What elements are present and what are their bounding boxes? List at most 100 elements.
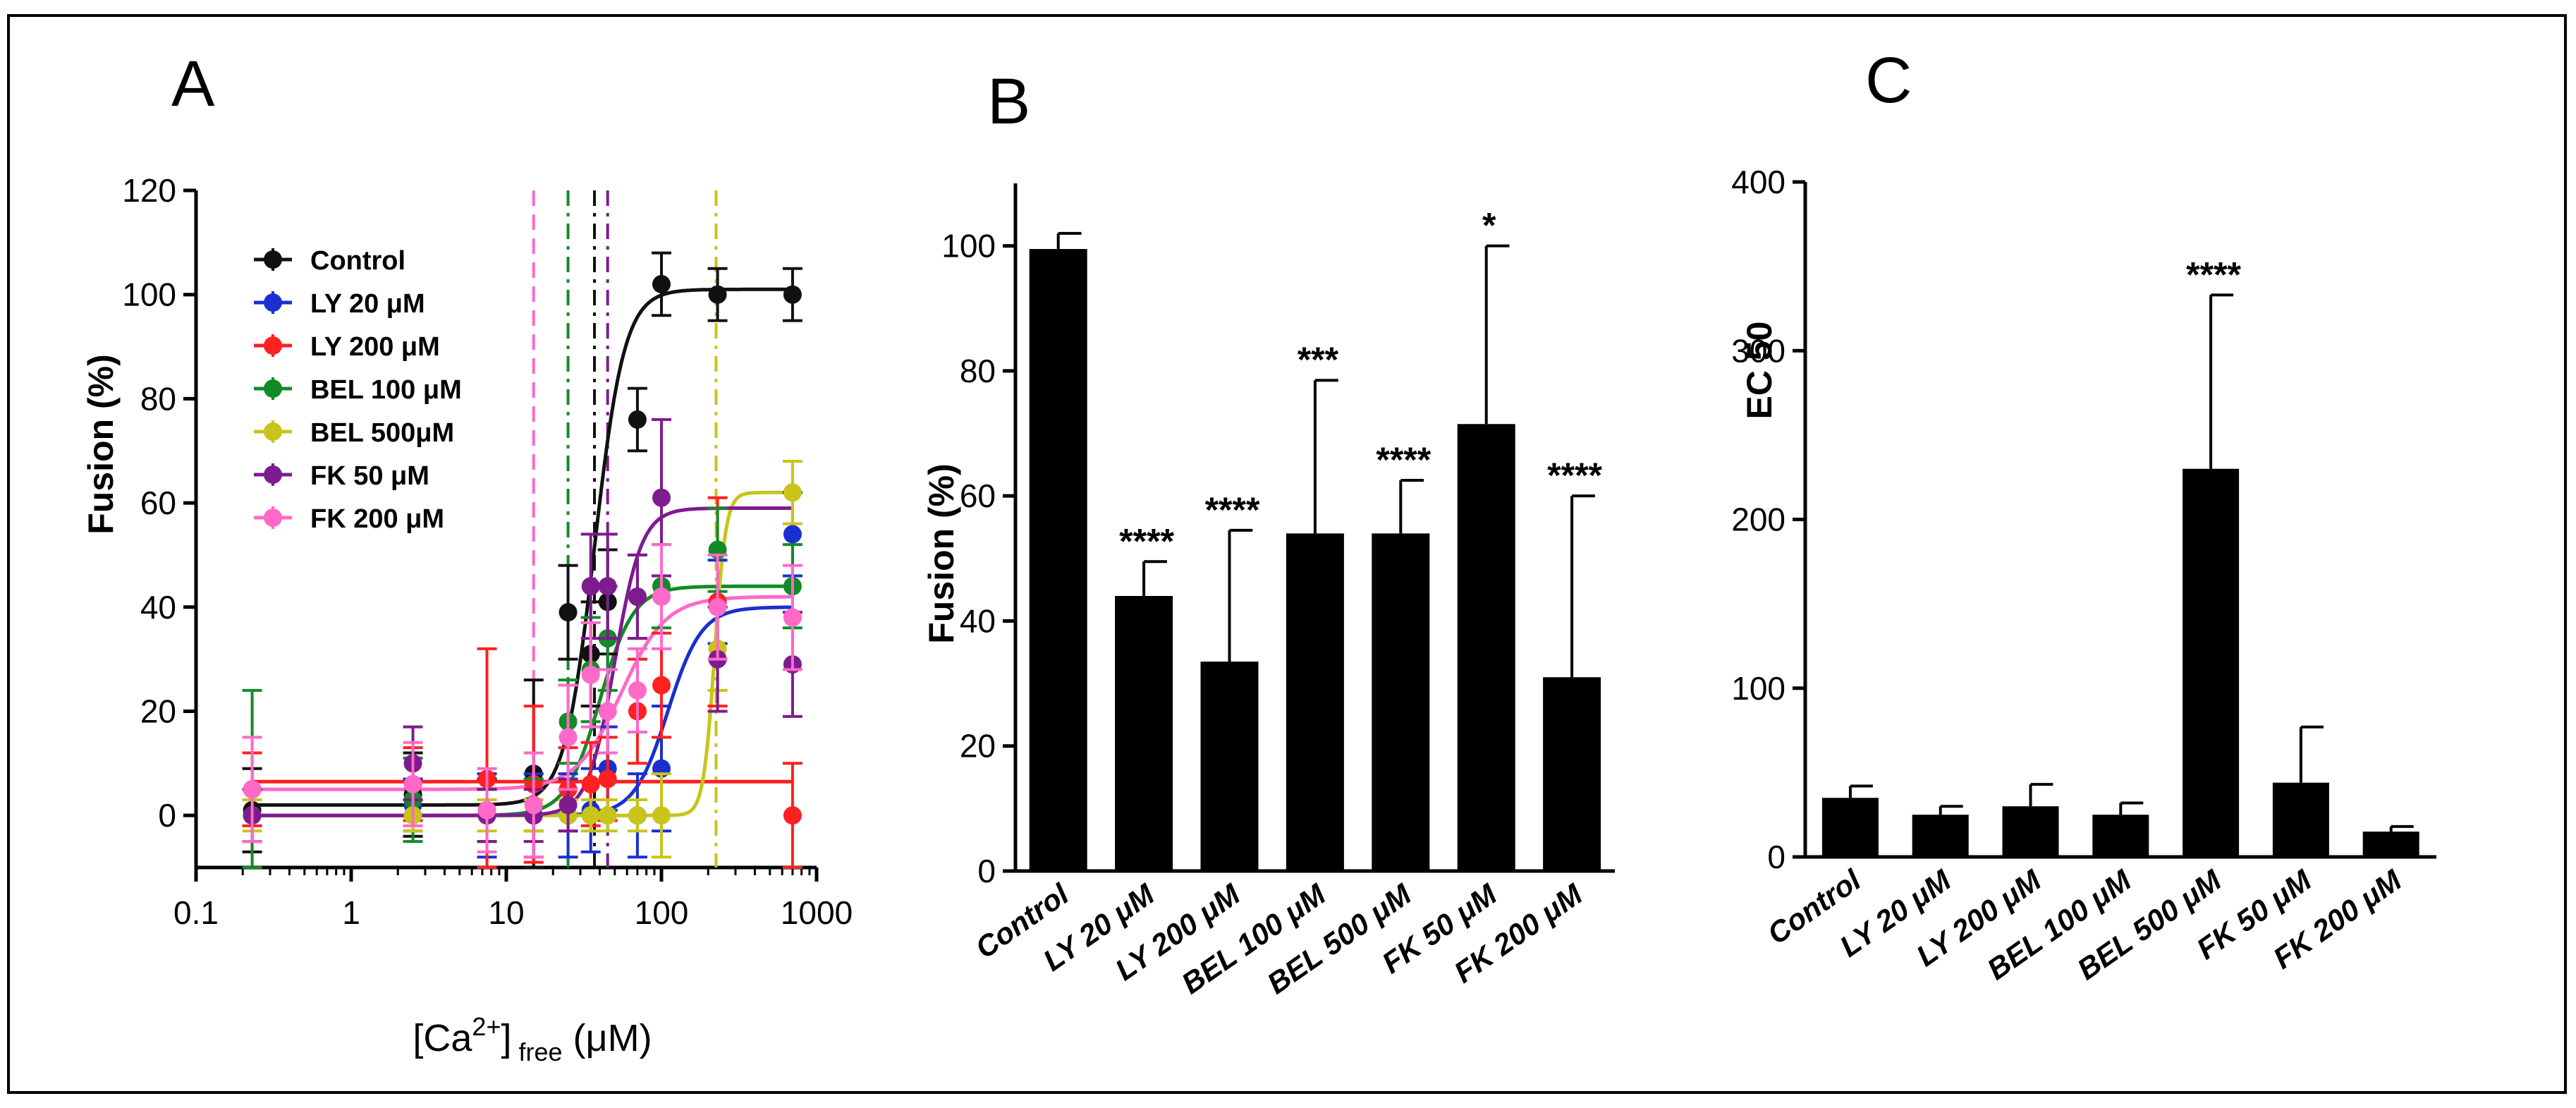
significance-ly-20-um: **** [1119,521,1174,561]
legend-label-bel-500um: BEL 500μM [310,418,454,448]
fit-curve-control [252,287,793,807]
panel-a-x-tick-label: 1000 [781,894,853,931]
legend-label-control: Control [310,246,405,276]
panel-letter-b: B [987,66,1030,138]
data-point-fk-200-um [581,665,600,684]
bar-ly-20-um [1912,815,1969,857]
bar-bel-500-um [1372,533,1430,871]
panel-a-y-tick-label: 40 [140,589,176,626]
data-point-fk-50-um [598,577,617,596]
x-title-bracket: ] [501,1017,511,1059]
data-point-fk-200-um [403,774,422,793]
data-point-fk-50-um [581,577,600,596]
legend-label-bel-100-um: BEL 100 μM [310,375,462,405]
fit-curve-fk-200-um [252,595,793,791]
panel-letter-c: C [1865,44,1912,116]
data-point-control [652,274,671,293]
significance-ly-200-um: **** [1205,490,1260,530]
data-point-bel-500um [628,806,647,825]
panel-a-y-tick-label: 120 [122,172,176,209]
data-point-fk-200-um [652,588,671,606]
data-point-fk-200-um [628,681,647,700]
panel-a-x-tick-label: 1 [342,894,360,931]
data-point-fk-200-um [524,796,543,815]
bar-ly-20-um [1115,596,1173,871]
panel-a-x-tick-label: 100 [635,894,689,931]
panel-c-y-axis-title: EC 50 [1740,322,1779,420]
panel-a-y-tick-label: 80 [140,380,176,417]
significance-bel-500-um: **** [1376,440,1431,480]
bar-fk-50-um [1457,424,1515,871]
x-title-superscript: 2+ [472,1012,501,1041]
panel-b-y-axis-title: Fusion (%) [922,463,961,644]
bar-bel-100-um [1286,533,1344,871]
panel-c-y-tick-label: 200 [1731,501,1786,538]
legend-marker-fk-50-um [264,465,282,484]
legend-label-fk-50-um: FK 50 μM [310,461,429,491]
data-point-fk-200-um [783,608,802,627]
data-point-ly-200-um [783,806,802,825]
panel-a: A Fusion (%) [Ca2+] free (μM) 02040608010… [81,48,853,1066]
legend-label-ly-200-um: LY 200 μM [310,332,440,362]
category-label-bel-100-um: BEL 100 μM [1176,877,1332,1000]
data-point-bel-500um [598,806,617,825]
panel-a-x-tick-label: 10 [488,894,524,931]
panel-a-x-tick-label: 0.1 [173,894,219,931]
data-point-fk-50-um [628,588,647,606]
data-point-control [708,285,727,304]
bar-fk-200-um [1543,677,1601,871]
panel-a-x-axis-title: [Ca2+] free (μM) [413,1012,652,1066]
panel-b-y-tick-label: 60 [960,477,996,514]
panel-a-y-tick-label: 20 [140,693,176,729]
legend-marker-control [264,250,282,269]
panel-b-y-tick-label: 100 [941,228,996,264]
data-point-ly-20-um [783,525,802,544]
data-point-control [628,410,647,429]
data-point-ly-200-um [581,774,600,793]
panel-letter-a: A [171,48,215,120]
panel-a-y-axis-title: Fusion (%) [81,354,121,535]
panel-c-y-tick-label: 300 [1731,332,1786,369]
data-point-ly-200-um [652,676,671,695]
legend-label-ly-20-um: LY 20 μM [310,289,425,319]
data-point-bel-500um [581,806,600,825]
bar-fk-50-um [2272,782,2329,857]
data-point-bel-500um [783,483,802,502]
figure-border [7,14,2567,1094]
bar-control [1029,249,1087,871]
bar-bel-500-um [2183,468,2240,857]
category-label-bel-500-um: BEL 500 μM [1261,877,1417,1000]
data-point-fk-50-um [652,488,671,507]
panel-a-y-tick-label: 60 [140,485,176,521]
legend-marker-bel-100-um [264,379,282,398]
bar-bel-100-um [2092,815,2149,857]
significance-fk-50-um: * [1482,206,1496,245]
bar-fk-200-um [2362,832,2419,857]
data-point-bel-500um [652,806,671,825]
data-point-ly-200-um [598,769,617,789]
data-point-control [558,603,578,622]
data-point-fk-200-um [558,728,578,747]
bar-ly-200-um [2002,806,2059,857]
legend-marker-ly-200-um [264,336,282,355]
panel-b-y-tick-label: 0 [977,853,996,889]
panel-c-y-tick-label: 0 [1767,839,1786,875]
legend-marker-bel-500um [264,422,282,441]
panel-c-y-tick-label: 400 [1731,164,1786,200]
data-point-fk-200-um [708,597,727,616]
legend-label-fk-200-um: FK 200 μM [310,504,444,534]
panel-a-y-tick-label: 100 [122,276,176,313]
data-point-fk-50-um [558,796,578,815]
data-point-fk-200-um [598,702,617,721]
data-point-control [783,285,802,304]
fit-curve-fk-50-um [252,506,793,817]
panel-c-y-tick-label: 100 [1731,670,1786,707]
x-title-units: (μM) [563,1017,652,1059]
data-point-fk-200-um [243,780,262,799]
legend-marker-fk-200-um [264,509,282,527]
data-point-fk-200-um [477,800,496,820]
panel-b-y-tick-label: 80 [960,353,996,389]
